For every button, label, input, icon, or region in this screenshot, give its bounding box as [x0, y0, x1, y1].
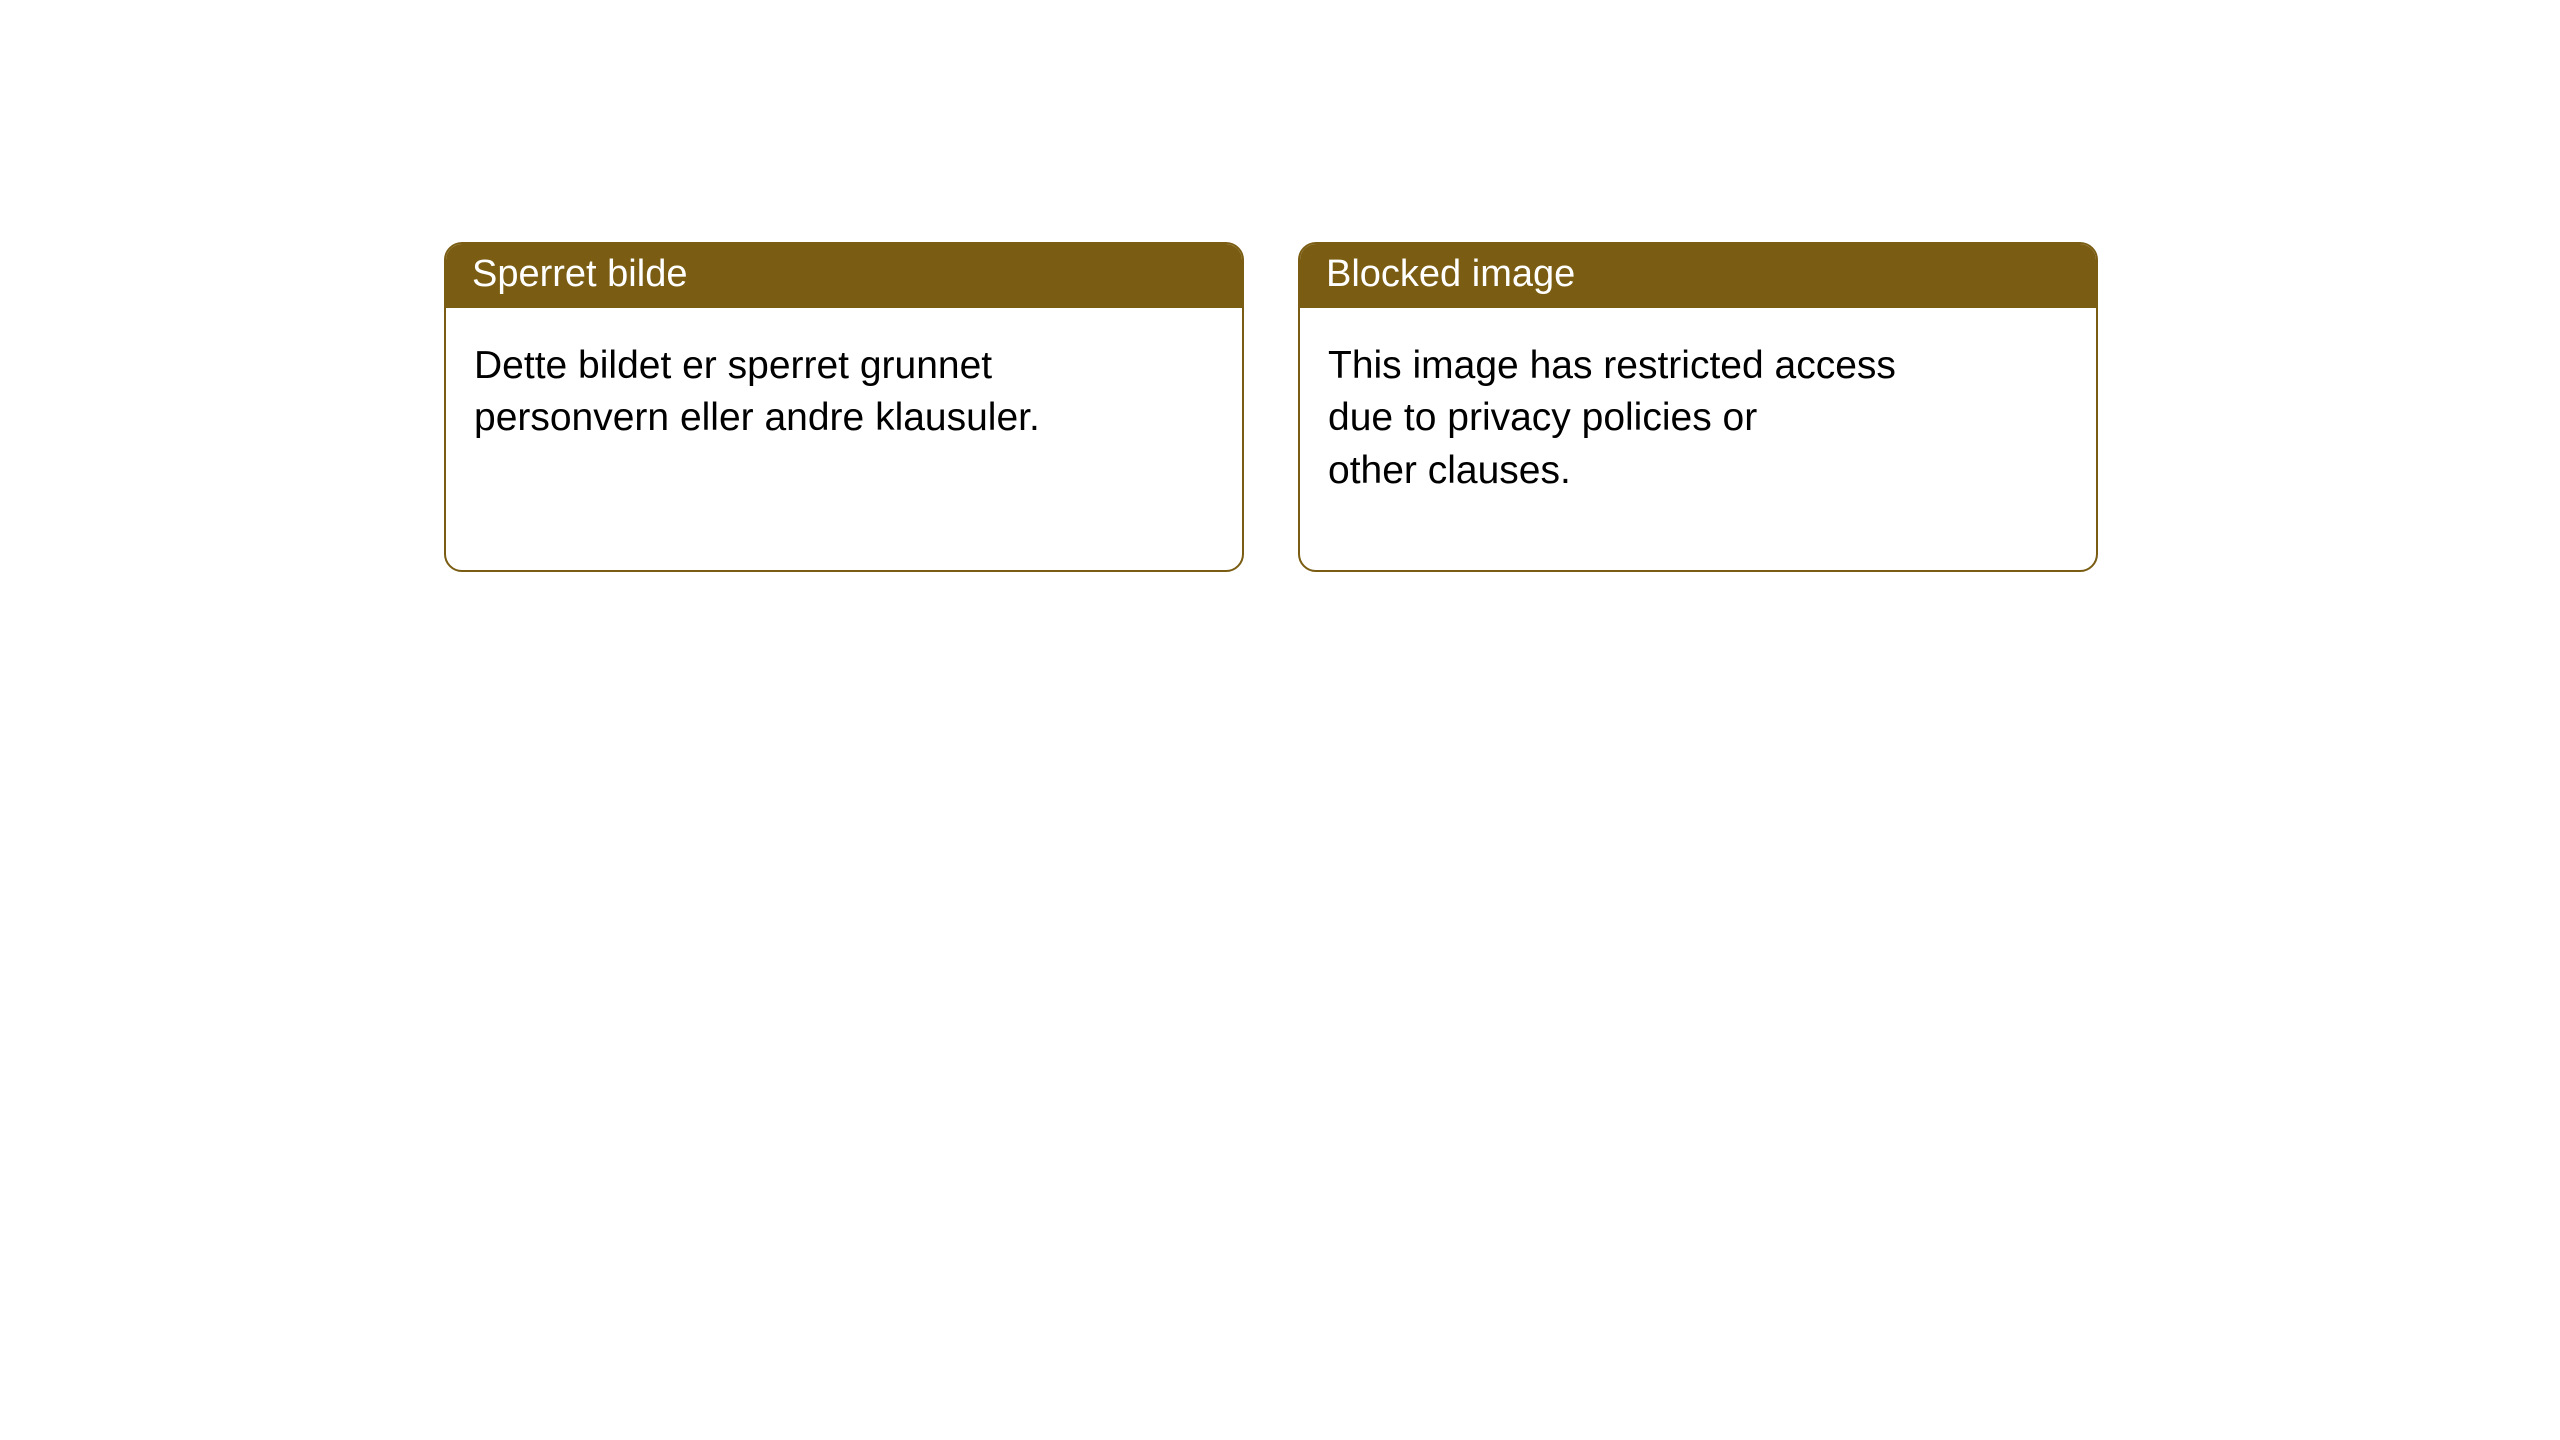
notice-card-english: Blocked image This image has restricted … [1298, 242, 2098, 572]
notice-card-norwegian: Sperret bilde Dette bildet er sperret gr… [444, 242, 1244, 572]
notice-body: Dette bildet er sperret grunnet personve… [446, 308, 1242, 477]
notice-title: Blocked image [1300, 244, 2096, 308]
notice-container: Sperret bilde Dette bildet er sperret gr… [0, 0, 2560, 572]
notice-body: This image has restricted access due to … [1300, 308, 2096, 530]
notice-title: Sperret bilde [446, 244, 1242, 308]
